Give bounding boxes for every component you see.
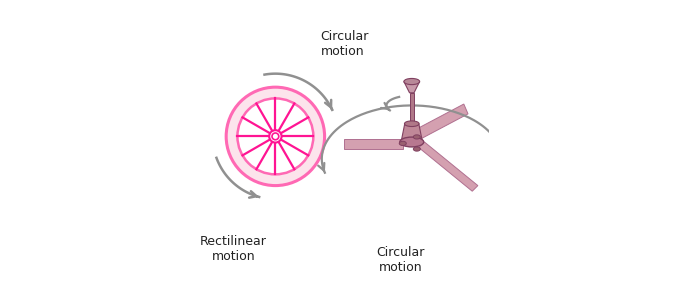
Ellipse shape <box>404 78 420 85</box>
Ellipse shape <box>404 121 419 127</box>
Ellipse shape <box>399 141 406 145</box>
Polygon shape <box>416 104 468 139</box>
Ellipse shape <box>413 135 420 139</box>
Circle shape <box>269 130 282 143</box>
Polygon shape <box>401 124 422 142</box>
Polygon shape <box>344 139 404 149</box>
Ellipse shape <box>400 137 424 147</box>
Ellipse shape <box>226 87 325 185</box>
Polygon shape <box>410 93 414 124</box>
Text: Circular
motion: Circular motion <box>376 246 424 274</box>
Polygon shape <box>404 82 420 93</box>
Ellipse shape <box>238 99 314 174</box>
Circle shape <box>272 133 279 140</box>
Polygon shape <box>419 142 478 191</box>
Text: Circular
motion: Circular motion <box>321 30 369 58</box>
Text: Rectilinear
motion: Rectilinear motion <box>200 235 267 263</box>
Ellipse shape <box>413 147 420 151</box>
